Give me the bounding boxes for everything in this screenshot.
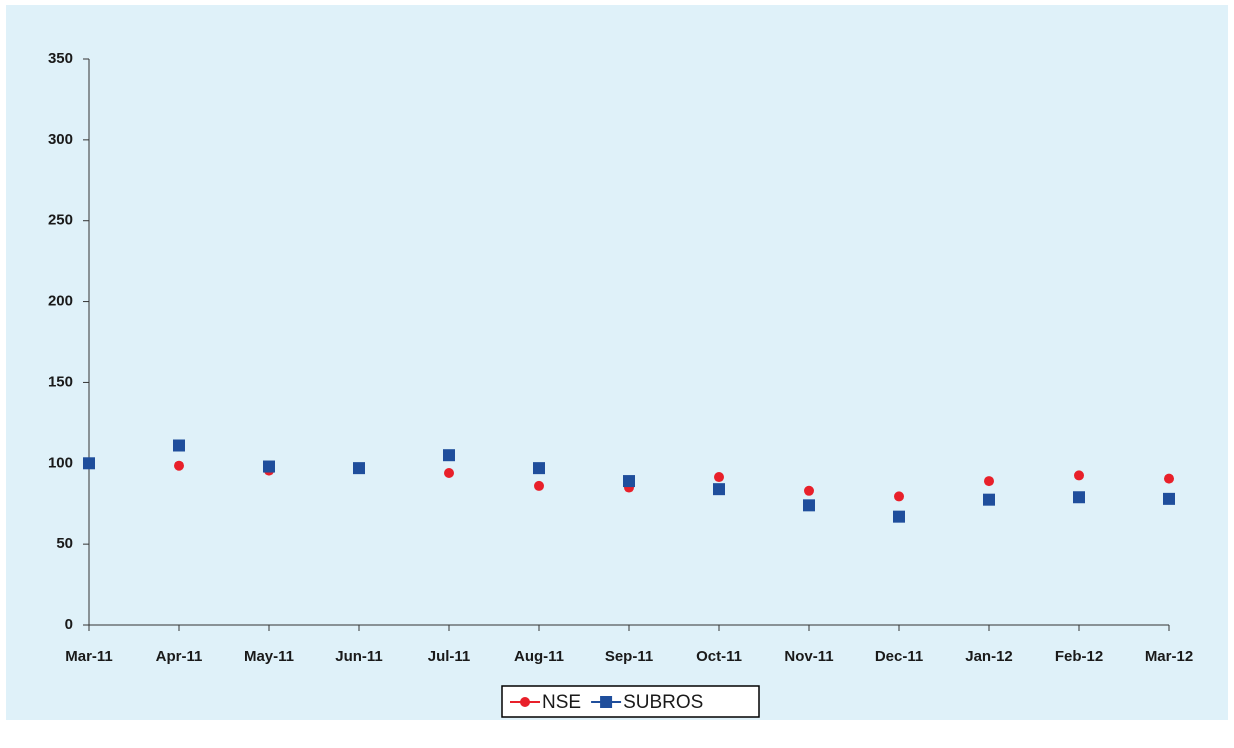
x-tick-label: May-11 bbox=[244, 648, 294, 665]
x-tick-label: Feb-12 bbox=[1055, 648, 1103, 665]
marker bbox=[714, 472, 724, 483]
y-tick-label: 150 bbox=[48, 373, 73, 390]
marker bbox=[1073, 491, 1085, 504]
legend-text: NSE bbox=[542, 692, 581, 713]
y-tick-label: 100 bbox=[48, 454, 73, 471]
y-tick-label: 350 bbox=[48, 50, 73, 67]
y-tick-label: 200 bbox=[48, 293, 73, 310]
marker bbox=[173, 439, 185, 452]
marker bbox=[534, 480, 544, 491]
y-tick-label: 50 bbox=[56, 535, 73, 552]
x-tick-label: Jun-11 bbox=[335, 648, 383, 665]
legend-text: SUBROS bbox=[623, 692, 703, 713]
marker bbox=[444, 467, 454, 478]
marker bbox=[533, 462, 545, 475]
marker bbox=[520, 697, 530, 707]
x-tick-label: Nov-11 bbox=[784, 648, 833, 665]
marker bbox=[804, 485, 814, 496]
x-tick-label: Jul-11 bbox=[428, 648, 471, 665]
marker bbox=[1163, 492, 1175, 505]
marker bbox=[1074, 470, 1084, 481]
marker bbox=[623, 475, 635, 488]
y-tick-label: 0 bbox=[65, 616, 73, 633]
marker bbox=[1164, 473, 1174, 484]
marker bbox=[984, 476, 994, 487]
marker bbox=[83, 457, 95, 470]
marker bbox=[263, 460, 275, 473]
y-tick-label: 250 bbox=[48, 212, 73, 229]
marker bbox=[893, 510, 905, 523]
marker bbox=[894, 491, 904, 502]
marker bbox=[353, 462, 365, 475]
legend: NSE SUBROS bbox=[501, 685, 760, 718]
marker bbox=[443, 449, 455, 462]
x-tick-label: Sep-11 bbox=[605, 648, 653, 665]
x-tick-label: Dec-11 bbox=[875, 648, 923, 665]
x-tick-label: Mar-12 bbox=[1145, 648, 1193, 665]
x-tick-label: Aug-11 bbox=[514, 648, 564, 665]
marker bbox=[713, 483, 725, 496]
marker bbox=[600, 696, 613, 708]
chart-background bbox=[6, 5, 1228, 720]
x-tick-label: Mar-11 bbox=[65, 648, 113, 665]
marker bbox=[803, 499, 815, 512]
marker bbox=[983, 493, 995, 506]
x-tick-label: Oct-11 bbox=[696, 648, 742, 665]
x-tick-label: Apr-11 bbox=[156, 648, 203, 665]
x-tick-label: Jan-12 bbox=[965, 648, 1013, 665]
y-tick-label: 300 bbox=[48, 131, 73, 148]
marker bbox=[174, 460, 184, 471]
legend-box bbox=[501, 685, 760, 718]
